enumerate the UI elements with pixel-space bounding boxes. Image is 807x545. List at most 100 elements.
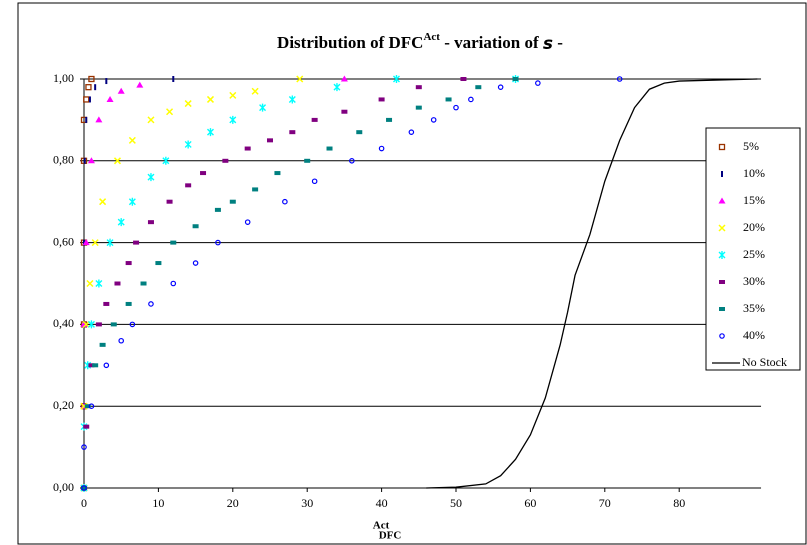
point (81, 486, 87, 490)
point (88, 363, 95, 368)
legend-label: 5% (743, 139, 759, 153)
point (252, 187, 259, 192)
point (378, 97, 385, 102)
chart-title: Distribution of DFCAct - variation of s … (277, 31, 563, 54)
point (475, 85, 482, 90)
point (106, 95, 114, 102)
point (133, 240, 140, 245)
point (289, 130, 296, 135)
point (106, 238, 114, 247)
point (311, 117, 318, 122)
point (83, 157, 86, 164)
point (229, 115, 237, 124)
point (103, 362, 110, 369)
point (718, 197, 726, 204)
point (148, 301, 154, 307)
point (103, 301, 110, 306)
y-tick-label: 0,20 (53, 398, 74, 412)
legend-label: 30% (743, 274, 765, 288)
point (192, 260, 199, 266)
point (118, 337, 125, 344)
title-text: Distribution of DFC (277, 33, 423, 52)
legend-label: 20% (743, 220, 765, 234)
y-tick-label: 1,00 (53, 71, 74, 85)
legend-label: 25% (743, 247, 765, 261)
title-superscript: Act (423, 31, 440, 43)
point (147, 116, 155, 124)
point (535, 80, 541, 86)
point (162, 156, 170, 165)
x-tick-label: 10 (152, 496, 164, 510)
point (170, 280, 177, 287)
point (333, 83, 341, 92)
point (718, 251, 726, 259)
point (140, 281, 147, 286)
point (81, 444, 87, 450)
x-tick-label: 40 (376, 496, 388, 510)
point (229, 199, 236, 204)
x-axis-label: DFC (379, 530, 402, 542)
point (95, 116, 103, 123)
point (110, 322, 117, 327)
point (113, 157, 122, 165)
point (147, 220, 154, 225)
point (214, 207, 221, 212)
point (184, 100, 192, 108)
point (282, 198, 288, 205)
title-symbol: s (543, 34, 553, 54)
point (215, 239, 221, 246)
x-axis-label-sub: Act (373, 520, 390, 532)
line (426, 78, 758, 489)
point (147, 173, 155, 182)
point (85, 116, 88, 123)
point (87, 157, 95, 164)
point (229, 91, 237, 99)
point (184, 140, 192, 149)
point (84, 404, 91, 409)
point (192, 224, 199, 229)
point (718, 224, 726, 232)
point (125, 261, 132, 266)
point (356, 130, 363, 135)
point (105, 78, 108, 85)
point (718, 143, 726, 151)
point (92, 363, 99, 368)
point (453, 104, 459, 111)
point (311, 178, 318, 185)
point (95, 322, 102, 327)
y-tick-label: 0,80 (53, 153, 74, 167)
point (326, 146, 333, 151)
point (341, 109, 348, 114)
x-tick-label: 60 (524, 496, 536, 510)
legend (705, 127, 801, 371)
point (155, 261, 162, 266)
point (91, 239, 99, 247)
point (512, 77, 519, 81)
legend-label: 40% (743, 328, 765, 342)
point (94, 84, 97, 91)
point (719, 280, 725, 284)
point (166, 199, 173, 204)
legend-label: 10% (743, 166, 765, 180)
point (288, 95, 296, 104)
point (117, 218, 125, 227)
point (114, 281, 121, 286)
point (83, 424, 90, 429)
point (222, 158, 229, 163)
title-suffix: - variation of (440, 33, 543, 52)
x-tick-label: 20 (227, 496, 239, 510)
point (386, 117, 393, 122)
point (81, 485, 87, 491)
x-tick-label: 0 (81, 496, 87, 510)
chart-frame (17, 2, 807, 545)
plot-area: 0,00 0,20 0,40 0,60 0,80 1,00 0 10 20 30 40 50 60 70 8… (53, 71, 762, 510)
point (206, 128, 214, 137)
point (200, 171, 207, 176)
point (170, 240, 177, 245)
point (82, 320, 90, 328)
legend-label: 15% (743, 193, 765, 207)
point (206, 95, 215, 103)
point (128, 197, 136, 206)
point (88, 75, 95, 83)
